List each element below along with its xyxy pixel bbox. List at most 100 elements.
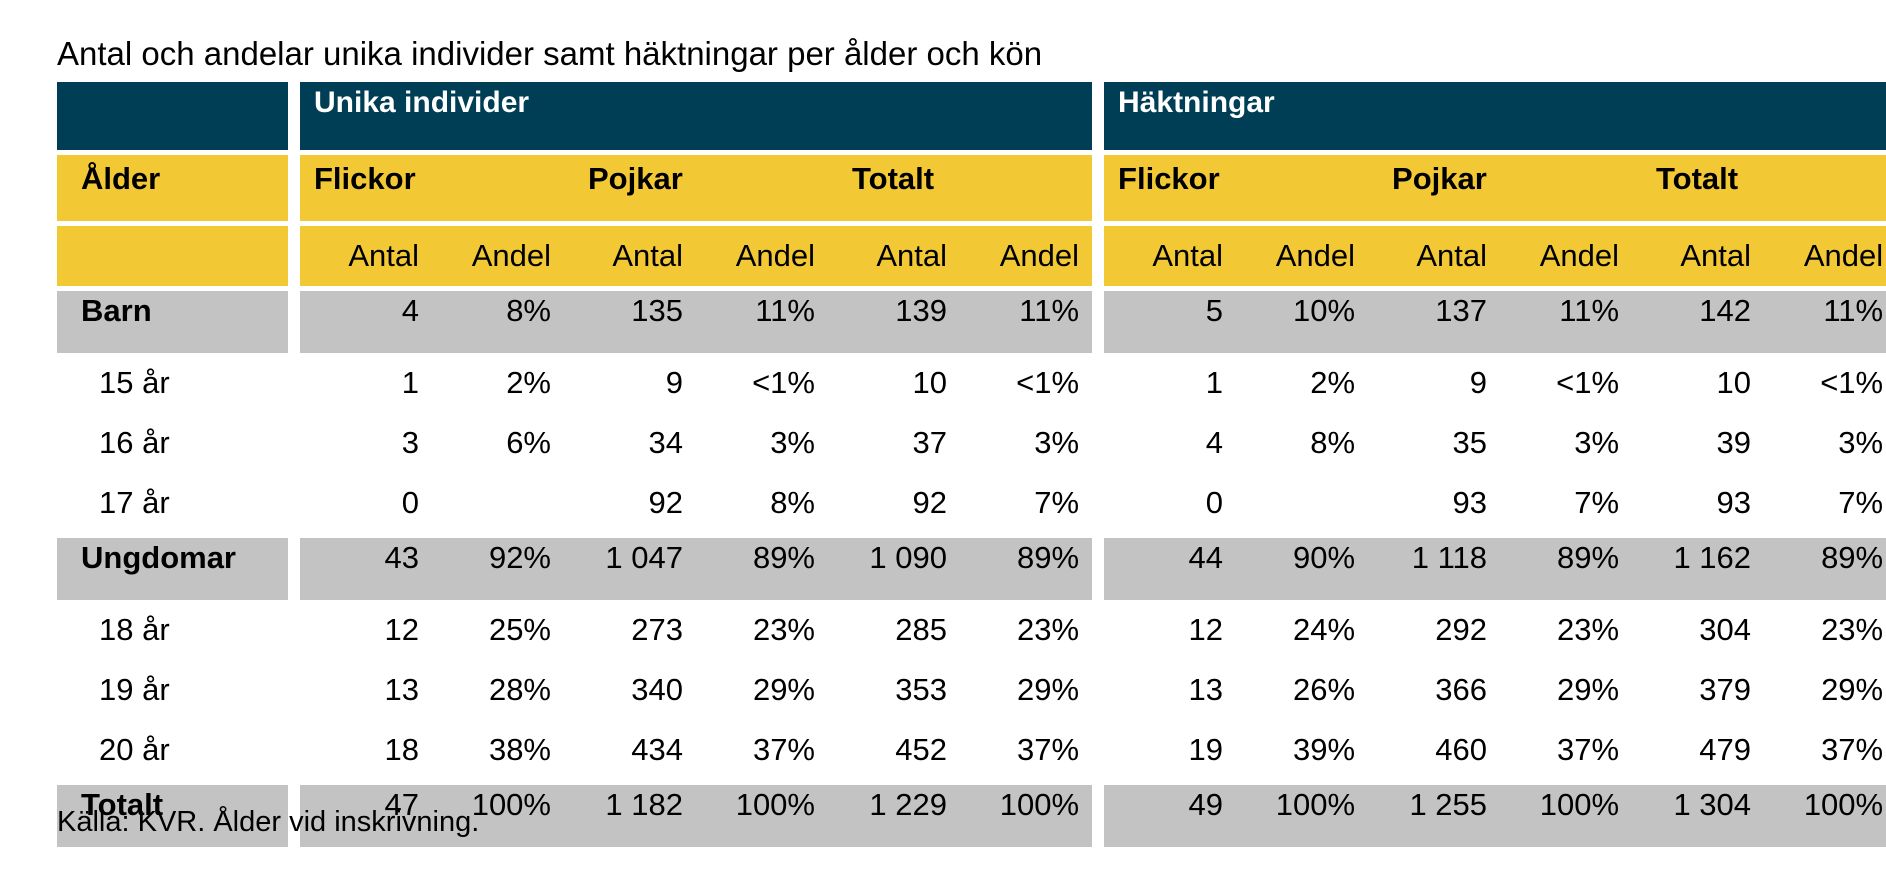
table-cell: 1 304 <box>1632 780 1765 847</box>
row-label: 16 år <box>99 425 170 460</box>
table-cell: 11% <box>960 286 1093 353</box>
table-cell: 3 <box>401 425 419 460</box>
header-pojkar: Pojkar <box>564 150 828 224</box>
table-cell: 29% <box>1556 672 1620 707</box>
header-andel: Andel <box>432 221 564 289</box>
row-label: 20 år <box>99 732 170 767</box>
table-cell: 137 <box>1368 286 1501 353</box>
table-cell: 39 <box>1716 425 1752 460</box>
header-totalt: Totalt <box>828 150 1093 224</box>
table-cell: 4 <box>300 286 432 353</box>
table-cell: 9 <box>665 365 683 400</box>
table-cell: <1% <box>1820 365 1884 400</box>
table-cell: 1 255 <box>1368 780 1501 847</box>
table-cell: 434 <box>631 732 683 767</box>
table-cell: 6% <box>506 425 551 460</box>
row-label: Ungdomar <box>57 533 288 600</box>
table-cell: 43 <box>300 533 432 600</box>
table-cell: 92 <box>912 485 947 520</box>
table-cell: 89% <box>960 533 1093 600</box>
table-cell: 39% <box>1292 732 1356 767</box>
header-flickor: Flickor <box>1104 150 1369 224</box>
table-cell: 25% <box>488 612 551 647</box>
table-cell: 8% <box>1310 425 1356 460</box>
table-cell <box>1236 473 1368 536</box>
table-cell: 23% <box>1016 612 1080 647</box>
table-cell: 7% <box>1034 485 1080 520</box>
table-cell: 1 229 <box>828 780 960 847</box>
row-label: 18 år <box>99 612 170 647</box>
table-cell: 0 <box>401 485 419 520</box>
table-cell: 5 <box>1104 286 1237 353</box>
table-cell: 24% <box>1292 612 1356 647</box>
table-cell: 1 047 <box>564 533 696 600</box>
header-antal: Antal <box>1632 221 1765 289</box>
age-header: Ålder <box>57 150 288 224</box>
table-cell: 12 <box>1188 612 1224 647</box>
table-cell: 285 <box>895 612 947 647</box>
table-cell: 11% <box>696 286 828 353</box>
table-cell: 100% <box>960 780 1093 847</box>
table-cell: 13 <box>1188 672 1224 707</box>
header-flickor: Flickor <box>300 150 564 224</box>
table-row: 18 år 12 25% 273 23% 285 23% 12 24% 292 23% 304 23% <box>57 600 1886 660</box>
table-cell: 19 <box>1188 732 1224 767</box>
table-cell: 18 <box>384 732 419 767</box>
table-cell: 100% <box>432 780 564 847</box>
header-andel: Andel <box>1764 221 1886 289</box>
table-cell: 13 <box>384 672 419 707</box>
header-antal: Antal <box>828 221 960 289</box>
table-cell: 90% <box>1236 533 1369 600</box>
header-blank-cell <box>57 221 288 289</box>
table-cell: 0 <box>1205 485 1224 520</box>
table-cell: 292 <box>1435 612 1488 647</box>
table-cell: 135 <box>564 286 696 353</box>
table-cell: <1% <box>1016 365 1080 400</box>
table-row: 17 år 0 92 8% 92 7% 0 93 7% 93 7% <box>57 473 1886 536</box>
table-cell: 29% <box>752 672 815 707</box>
table-row: 15 år 1 2% 9 <1% 10 <1% 1 2% 9 <1% 10 <1% <box>57 353 1886 413</box>
table-title: Antal och andelar unika individer samt h… <box>57 35 1043 72</box>
table-cell: 44 <box>1104 533 1237 600</box>
table-cell: 35 <box>1452 425 1488 460</box>
table-cell: 38% <box>488 732 551 767</box>
table-cell: 2% <box>506 365 551 400</box>
group-header-unika: Unika individer <box>300 82 1093 153</box>
table-cell: 26% <box>1292 672 1356 707</box>
row-label: 17 år <box>99 485 170 520</box>
row-label: Barn <box>57 286 288 353</box>
table-cell: 23% <box>1556 612 1620 647</box>
table-cell: 93 <box>1452 485 1488 520</box>
row-label: 15 år <box>99 365 170 400</box>
table-cell: 12 <box>384 612 419 647</box>
table-cell: 1 090 <box>828 533 960 600</box>
table-cell: 1 <box>1205 365 1224 400</box>
table-row: Totalt 47 100% 1 182 100% 1 229 100% 49 100% 1 25… <box>57 780 1886 847</box>
table-cell: 49 <box>1104 780 1237 847</box>
row-label: 19 år <box>99 672 170 707</box>
table-container: Unika individer Häktningar Ålder Flickor… <box>57 82 1886 847</box>
table-cell: 1 <box>401 365 419 400</box>
table-row: Ungdomar 43 92% 1 047 89% 1 090 89% 44 90% 1 118 8… <box>57 533 1886 600</box>
table-cell: 8% <box>432 286 564 353</box>
table-cell: 9 <box>1469 365 1488 400</box>
table-cell: 29% <box>1016 672 1080 707</box>
header-andel: Andel <box>1500 221 1633 289</box>
table-cell: 3% <box>770 425 815 460</box>
table-cell: 34 <box>648 425 683 460</box>
table-cell: 37 <box>912 425 947 460</box>
header-antal: Antal <box>564 221 696 289</box>
table-cell: 366 <box>1435 672 1488 707</box>
table-cell: <1% <box>752 365 815 400</box>
header-andel: Andel <box>696 221 828 289</box>
table-row: 16 år 3 6% 34 3% 37 3% 4 8% 35 3% 39 3% <box>57 413 1886 473</box>
table-cell: 4 <box>1205 425 1224 460</box>
header-andel: Andel <box>960 221 1093 289</box>
table-cell: 23% <box>752 612 815 647</box>
source-note: Källa: KVR. Ålder vid inskrivning. <box>57 806 480 838</box>
table-cell: 11% <box>1500 286 1633 353</box>
table-cell: 139 <box>828 286 960 353</box>
table-cell: 37% <box>1556 732 1620 767</box>
table-row: 19 år 13 28% 340 29% 353 29% 13 26% 366 29% 379 29% <box>57 660 1886 720</box>
table-cell <box>432 473 564 536</box>
